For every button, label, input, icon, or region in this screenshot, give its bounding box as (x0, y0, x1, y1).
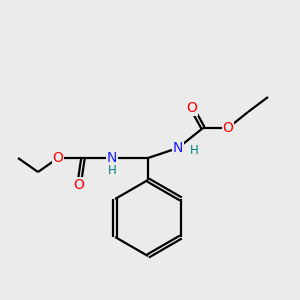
Text: O: O (74, 178, 84, 192)
Text: O: O (223, 121, 233, 135)
Text: N: N (107, 151, 117, 165)
Text: O: O (187, 101, 197, 115)
Text: O: O (52, 151, 63, 165)
Text: H: H (108, 164, 116, 178)
Text: N: N (173, 141, 183, 155)
Text: H: H (190, 143, 198, 157)
